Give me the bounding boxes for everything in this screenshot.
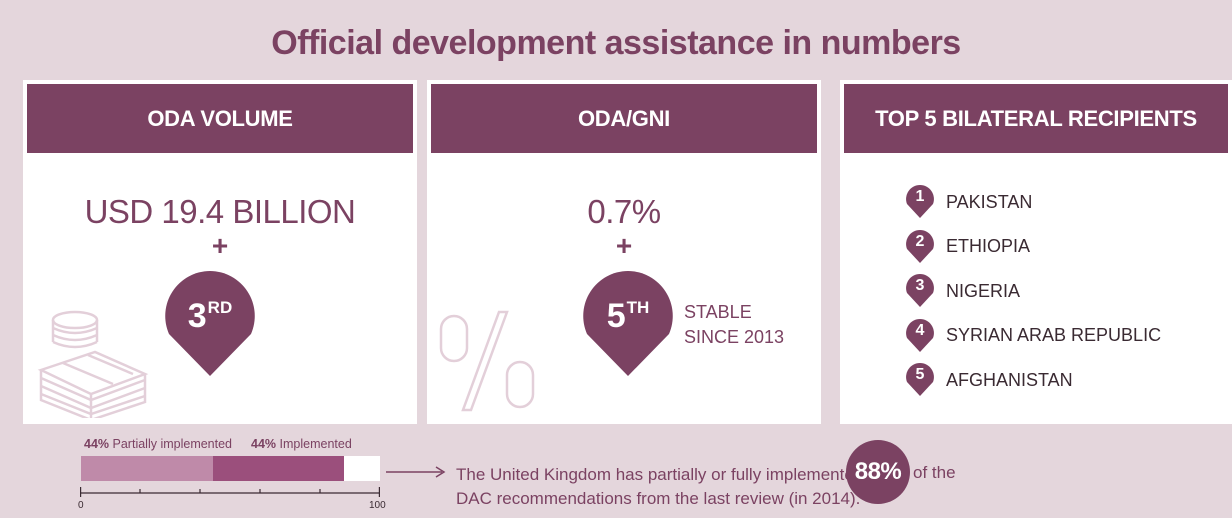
recipient-name: NIGERIA xyxy=(946,280,1021,301)
list-item: 2 ETHIOPIA xyxy=(906,225,1161,270)
map-pin-icon: 1 xyxy=(906,185,934,219)
recipient-name: ETHIOPIA xyxy=(946,236,1031,257)
oda-gni-panel: ODA/GNI 0.7% + 5 TH STABLE SINCE 2013 xyxy=(427,80,821,424)
map-pin-icon: 3 xyxy=(906,274,934,308)
recipient-rank: 2 xyxy=(915,232,925,250)
oda-volume-rank-suffix: RD xyxy=(207,298,233,317)
oda-gni-rank-suffix: TH xyxy=(626,298,650,317)
recipient-name: AFGHANISTAN xyxy=(946,369,1073,390)
recipient-rank: 5 xyxy=(915,366,925,384)
list-item: 1 PAKISTAN xyxy=(906,180,1161,225)
oda-volume-header: ODA VOLUME xyxy=(27,84,413,153)
recipient-rank: 1 xyxy=(915,188,925,206)
recipients-list: 1 PAKISTAN 2 ETHIOPIA 3 NIGERIA 4 SYRIAN… xyxy=(906,180,1161,403)
map-pin-icon xyxy=(583,271,673,376)
list-item: 4 SYRIAN ARAB REPUBLIC xyxy=(906,314,1161,359)
sentence-tail: of the xyxy=(913,463,956,482)
oda-gni-value: 0.7% xyxy=(587,193,661,230)
oda-gni-note-line2: SINCE 2013 xyxy=(684,327,785,347)
implemented-label: 44% Implemented xyxy=(251,437,352,451)
page-title: Official development assistance in numbe… xyxy=(271,24,961,62)
oda-gni-plus: + xyxy=(615,230,633,261)
total-implemented-badge: 88% xyxy=(846,440,910,504)
map-pin-icon: 5 xyxy=(906,363,934,397)
recipient-rank: 3 xyxy=(915,277,925,295)
recipient-name: SYRIAN ARAB REPUBLIC xyxy=(946,325,1162,346)
implemented-text: Implemented xyxy=(279,437,352,451)
coins-and-banknotes-icon xyxy=(37,310,149,418)
list-item: 5 AFGHANISTAN xyxy=(906,358,1161,403)
map-pin-icon: 2 xyxy=(906,229,934,264)
implemented-segment xyxy=(212,456,345,481)
oda-volume-panel: ODA VOLUME USD 19.4 BILLION + 3 RD xyxy=(23,80,417,424)
partial-segment xyxy=(81,456,213,481)
oda-gni-note: STABLE SINCE 2013 xyxy=(684,300,784,350)
recommendations-sentence: The United Kingdom has partially or full… xyxy=(456,463,976,511)
recipient-rank: 4 xyxy=(915,321,925,339)
recipient-name: PAKISTAN xyxy=(946,191,1033,212)
axis-max-label: 100 xyxy=(369,500,386,511)
map-pin-icon: 4 xyxy=(906,318,934,353)
sentence-line1: The United Kingdom has partially or full… xyxy=(456,465,864,484)
oda-gni-rank-number: 5 xyxy=(606,296,626,335)
partial-percent: 44% xyxy=(84,437,110,451)
implemented-percent: 44% xyxy=(251,437,277,451)
list-item: 3 NIGERIA xyxy=(906,269,1161,314)
oda-gni-header: ODA/GNI xyxy=(431,84,817,153)
top-recipients-panel: TOP 5 BILATERAL RECIPIENTS 1 PAKISTAN 2 … xyxy=(840,80,1232,424)
map-pin-icon xyxy=(165,271,255,376)
partial-label: 44% Partially implemented xyxy=(84,437,232,451)
recommendations-bar xyxy=(81,456,380,481)
bar-axis xyxy=(80,487,380,497)
oda-gni-note-line1: STABLE xyxy=(684,302,752,322)
percent-icon xyxy=(439,310,535,412)
oda-gni-rank-badge: 5 TH xyxy=(583,271,673,384)
oda-volume-plus: + xyxy=(211,230,229,261)
axis-min-label: 0 xyxy=(78,500,84,511)
oda-volume-rank-number: 3 xyxy=(187,296,207,335)
top-recipients-header: TOP 5 BILATERAL RECIPIENTS xyxy=(844,84,1228,153)
partial-text: Partially implemented xyxy=(112,437,233,451)
oda-volume-rank-badge: 3 RD xyxy=(165,271,255,384)
sentence-line2: DAC recommendations from the last review… xyxy=(456,489,861,508)
arrow-right-icon xyxy=(386,466,446,478)
oda-volume-value: USD 19.4 BILLION xyxy=(84,193,356,230)
